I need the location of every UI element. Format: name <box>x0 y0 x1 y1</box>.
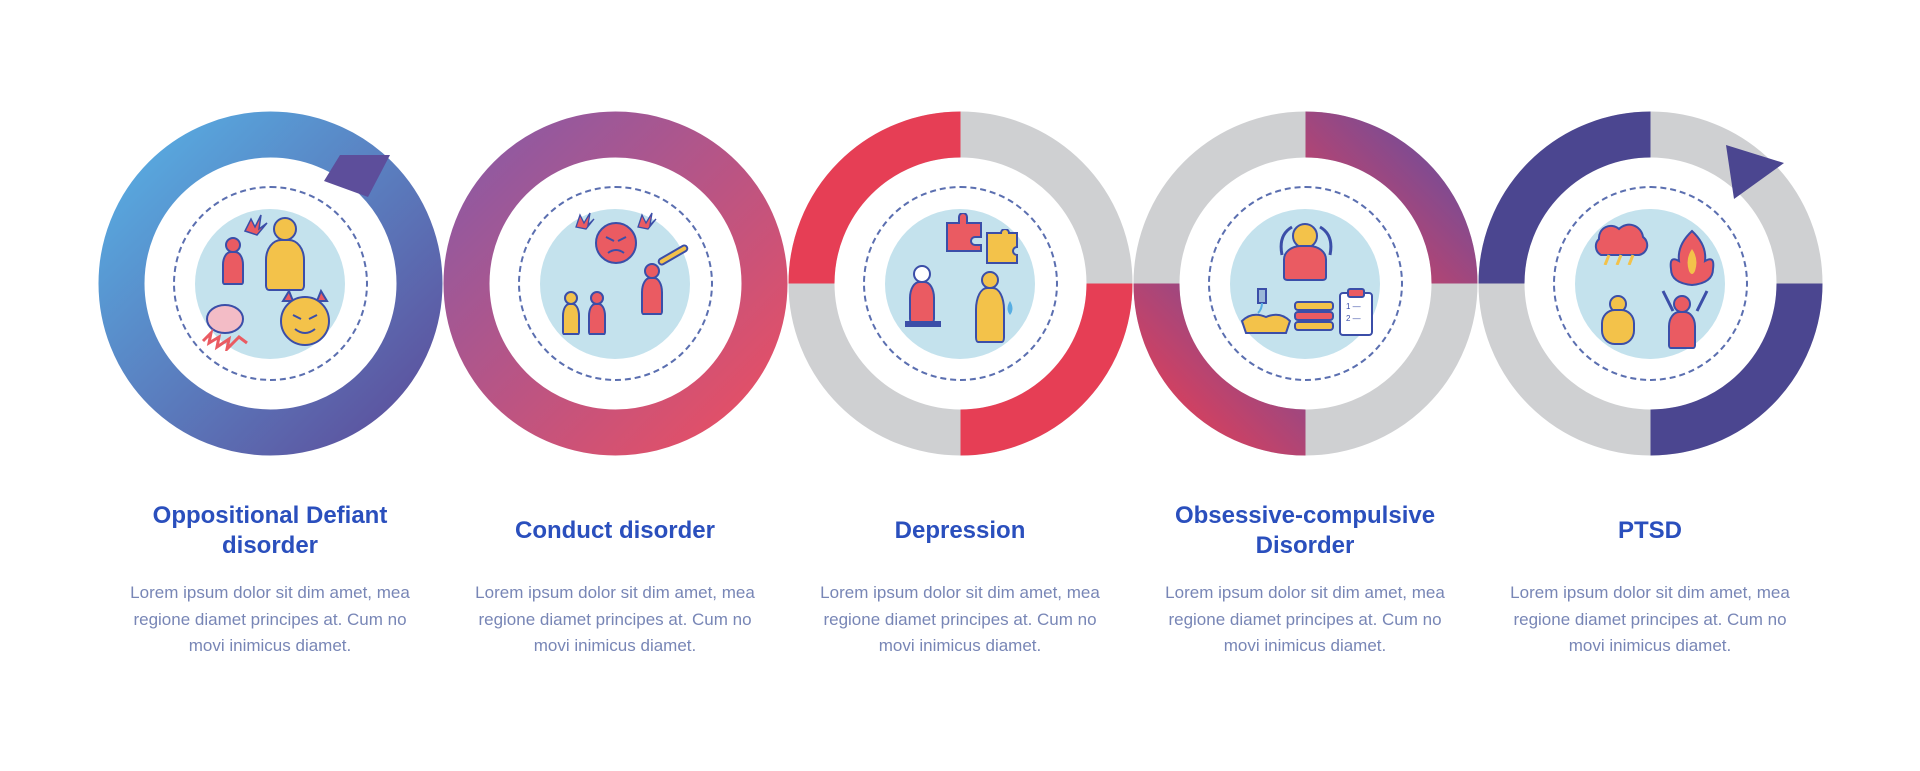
step-desc: Lorem ipsum dolor sit dim amet, mea regi… <box>1150 580 1460 659</box>
step-label: Oppositional Defiant disorder <box>115 500 425 562</box>
svg-text:1 —: 1 — <box>1346 302 1361 311</box>
ring-ptsd <box>1478 111 1823 456</box>
step-desc: Lorem ipsum dolor sit dim amet, mea regi… <box>1495 580 1805 659</box>
inner-disc <box>155 169 385 399</box>
conduct-icon <box>540 209 690 359</box>
step-depression: Depression Lorem ipsum dolor sit dim ame… <box>788 111 1133 659</box>
step-odd: Oppositional Defiant disorder Lorem ipsu… <box>98 111 443 659</box>
step-ptsd: PTSD Lorem ipsum dolor sit dim amet, mea… <box>1478 111 1823 659</box>
step-desc: Lorem ipsum dolor sit dim amet, mea regi… <box>460 580 770 659</box>
depression-icon <box>885 209 1035 359</box>
step-ocd: 1 — 2 — Obsessive-compulsive Disorder Lo… <box>1133 111 1478 659</box>
inner-disc: 1 — 2 — <box>1190 169 1420 399</box>
step-conduct: Conduct disorder Lorem ipsum dolor sit d… <box>443 111 788 659</box>
step-desc: Lorem ipsum dolor sit dim amet, mea regi… <box>115 580 425 659</box>
step-desc: Lorem ipsum dolor sit dim amet, mea regi… <box>805 580 1115 659</box>
step-label: Depression <box>895 500 1026 562</box>
ring-odd <box>98 111 443 456</box>
ptsd-icon <box>1575 209 1725 359</box>
disorder-infographic: Oppositional Defiant disorder Lorem ipsu… <box>98 111 1823 659</box>
ring-depression <box>788 111 1133 456</box>
svg-text:2 —: 2 — <box>1346 314 1361 323</box>
inner-disc <box>1535 169 1765 399</box>
inner-disc <box>500 169 730 399</box>
step-label: Obsessive-compulsive Disorder <box>1150 500 1460 562</box>
odd-icon <box>195 209 345 359</box>
ring-ocd: 1 — 2 — <box>1133 111 1478 456</box>
step-label: PTSD <box>1618 500 1682 562</box>
ring-conduct <box>443 111 788 456</box>
ocd-icon: 1 — 2 — <box>1230 209 1380 359</box>
inner-disc <box>845 169 1075 399</box>
step-label: Conduct disorder <box>515 500 715 562</box>
